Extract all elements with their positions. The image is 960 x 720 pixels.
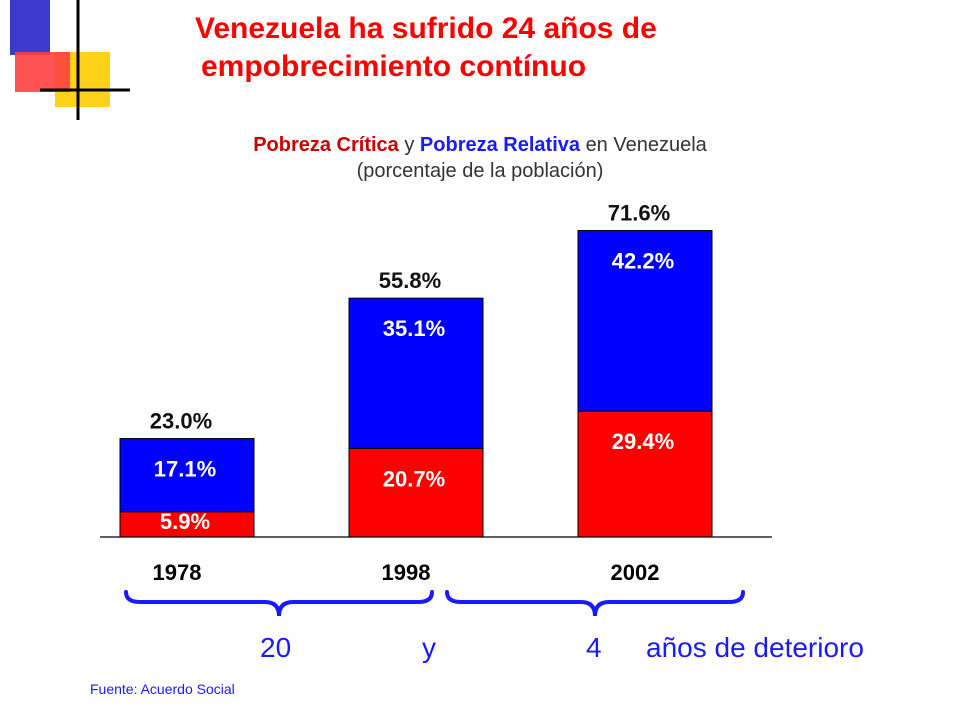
logo-red-square <box>15 52 70 92</box>
footer-4: 4 <box>586 632 602 663</box>
page-title: Venezuela ha sufrido 24 años de empobrec… <box>195 10 657 86</box>
brace-1998-2002 <box>445 590 745 617</box>
bar-segment-critica <box>577 410 713 538</box>
footer-text: años de deterioro <box>646 632 864 663</box>
source-note: Fuente: Acuerdo Social <box>90 681 235 697</box>
bar-segment-relativa <box>348 297 484 449</box>
data-label-relativa: 17.1% <box>154 457 216 482</box>
chart-subtitle: Pobreza Crítica y Pobreza Relativa en Ve… <box>100 132 860 184</box>
brace-1978-1998 <box>124 590 434 617</box>
data-label-critica: 29.4% <box>612 429 674 454</box>
subtitle-line-1: Pobreza Crítica y Pobreza Relativa en Ve… <box>100 132 860 158</box>
total-label: 23.0% <box>150 409 212 434</box>
bar-segment-relativa <box>119 438 255 513</box>
bar-segment-critica <box>348 447 484 538</box>
bar-segment-relativa <box>577 230 713 412</box>
total-label: 71.6% <box>608 201 670 226</box>
footer-20: 20 <box>260 632 292 663</box>
title-line-2: empobrecimiento contínuo <box>201 50 587 83</box>
data-label-relativa: 42.2% <box>612 249 674 274</box>
footer-y: y <box>422 632 436 663</box>
subtitle-y: y <box>404 134 415 156</box>
total-label: 55.8% <box>379 268 441 293</box>
decorative-logo <box>10 0 130 120</box>
data-label-critica: 20.7% <box>383 466 445 491</box>
logo-blue-square <box>10 0 50 55</box>
subtitle-relativa: Pobreza Relativa <box>419 134 580 156</box>
title-line-1: Venezuela ha sufrido 24 años de <box>195 12 657 45</box>
subtitle-critica: Pobreza Crítica <box>253 134 399 156</box>
subtitle-line-2: (porcentaje de la población) <box>356 160 604 182</box>
x-tick-label: 2002 <box>611 560 660 585</box>
footer-summary: 20 y 4 años de deterioro <box>260 632 900 672</box>
subtitle-en: en Venezuela <box>585 134 707 156</box>
x-tick-label: 1978 <box>153 560 202 585</box>
bar-segment-critica <box>119 511 255 538</box>
x-tick-label: 1998 <box>382 560 431 585</box>
data-label-critica: 5.9% <box>160 509 210 534</box>
data-label-relativa: 35.1% <box>383 316 445 341</box>
